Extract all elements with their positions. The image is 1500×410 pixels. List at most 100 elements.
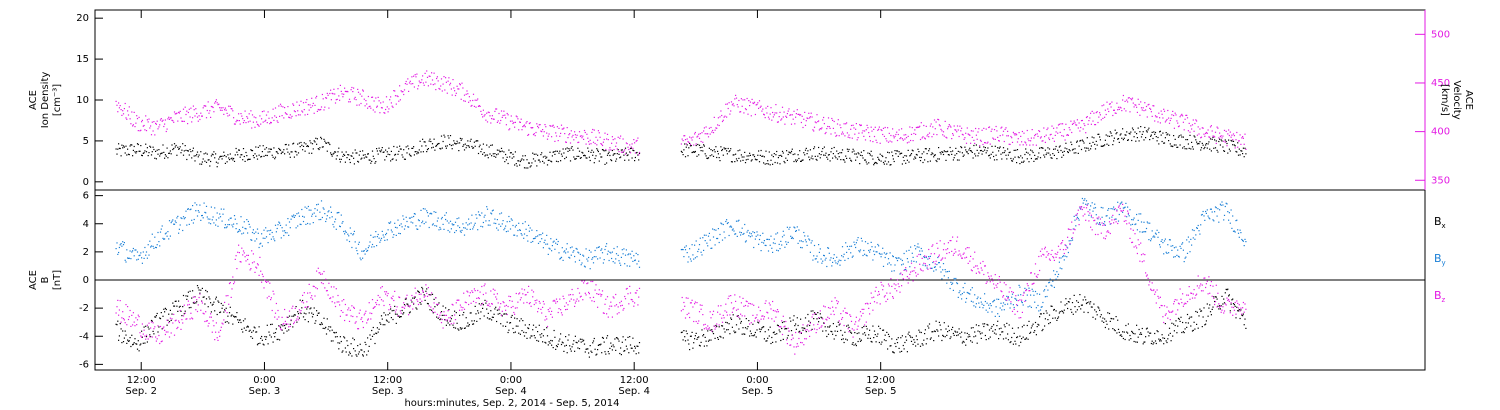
by-point <box>596 247 598 249</box>
velocity-point <box>380 102 382 104</box>
by-point <box>878 245 880 247</box>
by-point <box>454 231 456 234</box>
velocity-point <box>693 144 695 146</box>
density-point <box>277 152 279 155</box>
density-point <box>956 159 959 161</box>
by-point <box>687 261 689 263</box>
velocity-point <box>949 125 951 127</box>
bx-point <box>237 319 239 321</box>
by-point <box>628 253 630 255</box>
density-point <box>1138 140 1140 142</box>
bx-point <box>1229 310 1231 312</box>
density-point <box>279 149 282 151</box>
velocity-point <box>398 100 400 102</box>
bx-point <box>488 318 490 320</box>
bx-point <box>175 300 177 302</box>
velocity-point <box>144 129 146 131</box>
velocity-point <box>718 124 720 127</box>
velocity-point <box>156 120 158 122</box>
bx-point <box>616 337 618 339</box>
velocity-point <box>1156 116 1158 118</box>
density-point <box>251 149 253 152</box>
velocity-point <box>353 98 355 100</box>
by-point <box>124 259 126 261</box>
velocity-point <box>878 126 880 128</box>
density-point <box>923 151 925 153</box>
density-point <box>692 151 694 153</box>
bx-point <box>744 327 747 329</box>
bx-point <box>884 334 886 336</box>
density-point <box>165 155 167 157</box>
by-point <box>467 224 469 226</box>
velocity-point <box>1051 125 1053 127</box>
density-point <box>417 152 420 154</box>
by-point <box>740 234 742 236</box>
velocity-point <box>758 107 760 109</box>
bx-point <box>772 332 774 334</box>
velocity-point <box>809 117 811 119</box>
bx-point <box>153 333 155 335</box>
bottom-ytick-label: -4 <box>79 331 89 342</box>
velocity-point <box>363 98 365 100</box>
bx-point <box>158 326 160 328</box>
by-point <box>200 219 202 221</box>
by-point <box>288 221 291 223</box>
by-point <box>325 220 327 223</box>
density-point <box>419 140 421 142</box>
density-point <box>513 156 515 158</box>
by-point <box>568 256 570 258</box>
density-point <box>499 151 501 153</box>
velocity-point <box>592 141 595 143</box>
bx-point <box>1075 311 1077 313</box>
by-point <box>815 258 817 260</box>
density-point <box>1239 154 1241 156</box>
density-point <box>861 155 863 157</box>
density-point <box>377 153 379 155</box>
velocity-point <box>272 108 274 110</box>
velocity-point <box>1112 114 1114 117</box>
velocity-point <box>697 135 699 137</box>
density-point <box>497 153 499 155</box>
by-point <box>491 213 493 215</box>
bx-point <box>629 336 631 338</box>
velocity-point <box>231 108 233 110</box>
velocity-point <box>984 142 986 144</box>
velocity-point <box>935 121 937 123</box>
density-point <box>949 146 951 149</box>
density-point <box>599 153 601 155</box>
by-point <box>518 222 520 224</box>
velocity-point <box>706 133 708 135</box>
by-point <box>117 253 119 255</box>
density-point <box>767 160 769 162</box>
bx-point <box>118 339 120 341</box>
velocity-point <box>629 152 632 154</box>
density-point <box>556 150 558 152</box>
velocity-point <box>698 133 700 135</box>
bx-point <box>178 306 180 308</box>
by-point <box>369 241 371 243</box>
bx-point <box>1094 318 1097 320</box>
density-point <box>269 151 271 153</box>
density-point <box>424 141 426 143</box>
velocity-point <box>547 135 549 137</box>
by-point <box>908 249 910 251</box>
velocity-point <box>1149 107 1151 109</box>
velocity-point <box>548 133 550 135</box>
velocity-point <box>483 115 485 117</box>
bx-point <box>1243 324 1245 326</box>
density-point <box>1140 126 1142 128</box>
density-point <box>417 151 419 153</box>
bx-point <box>120 328 122 330</box>
bx-point <box>1048 323 1050 325</box>
bx-point <box>333 331 335 334</box>
velocity-point <box>1048 137 1050 139</box>
density-point <box>505 153 507 156</box>
density-point <box>384 159 386 161</box>
by-point <box>344 230 346 232</box>
velocity-point <box>405 80 407 83</box>
velocity-point <box>1007 135 1009 137</box>
density-point <box>1002 152 1004 154</box>
velocity-point <box>803 118 805 120</box>
velocity-point <box>938 119 940 121</box>
bx-point <box>753 334 756 336</box>
